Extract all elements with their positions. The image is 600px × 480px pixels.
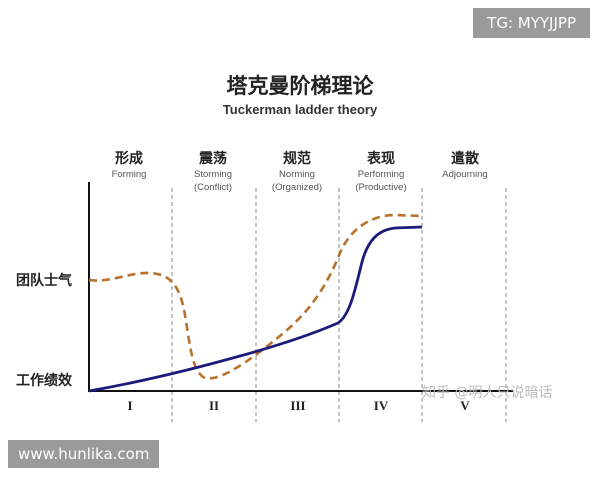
diagram-subtitle: Tuckerman ladder theory — [222, 102, 378, 117]
stage-performing-zh: 表现 — [367, 151, 395, 167]
stage-forming: 形成 Forming — [88, 150, 170, 182]
roman-numeral-2: II — [208, 398, 220, 413]
stage-performing-en: Performing — [357, 169, 405, 180]
stage-storming: 震荡 Storming (Conflict) — [172, 150, 254, 194]
morale-curve — [88, 213, 423, 380]
stage-norming-en: Norming — [279, 169, 315, 180]
stage-adjourning-en: Adjourning — [442, 169, 488, 180]
stage-storming-zh: 震荡 — [199, 151, 227, 167]
roman-numeral-3: III — [290, 398, 306, 413]
y-label-performance: 工作绩效 — [16, 373, 72, 389]
stage-performing-en2: (Productive) — [355, 182, 407, 193]
stage-adjourning: 遣散 Adjourning — [424, 150, 506, 182]
watermark-site-badge: www.hunlika.com — [8, 440, 160, 468]
stage-norming-en2: (Organized) — [271, 182, 323, 193]
roman-numeral-1: I — [127, 398, 133, 413]
stage-norming-zh: 规范 — [283, 151, 311, 167]
stage-storming-en2: (Conflict) — [193, 182, 232, 193]
stage-norming: 规范 Norming (Organized) — [256, 150, 338, 194]
diagram-title: 塔克曼阶梯理论 — [226, 74, 374, 98]
watermark-zhihu: 知乎 @明人只说暗话 — [422, 385, 553, 401]
stage-forming-en: Forming — [111, 169, 147, 180]
stage-storming-en: Storming — [193, 169, 232, 180]
stage-forming-zh: 形成 — [115, 151, 143, 167]
roman-numeral-4: IV — [373, 398, 389, 413]
roman-numeral-5: V — [460, 398, 470, 413]
stage-adjourning-zh: 遣散 — [451, 151, 479, 167]
performance-curve — [88, 225, 423, 393]
stage-performing: 表现 Performing (Productive) — [339, 150, 423, 194]
watermark-top-badge: TG: MYYJJPP — [473, 8, 590, 38]
y-label-morale: 团队士气 — [16, 273, 72, 289]
